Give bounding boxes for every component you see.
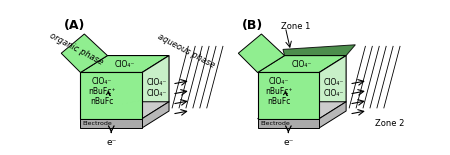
Polygon shape	[81, 55, 169, 73]
Text: nBuFc: nBuFc	[267, 97, 291, 106]
Text: ClO₄⁻: ClO₄⁻	[147, 89, 167, 98]
Polygon shape	[257, 119, 319, 128]
Text: aqueous phase: aqueous phase	[156, 32, 216, 70]
Polygon shape	[81, 102, 169, 119]
Polygon shape	[142, 55, 169, 119]
Text: ClO₄⁻: ClO₄⁻	[269, 77, 289, 86]
FancyArrowPatch shape	[284, 92, 288, 96]
Text: Electrode: Electrode	[260, 121, 290, 126]
Polygon shape	[81, 119, 142, 128]
Text: ClO₄⁻: ClO₄⁻	[147, 78, 167, 87]
Text: nBuFc: nBuFc	[90, 97, 114, 106]
Text: (B): (B)	[241, 19, 263, 32]
Text: ClO₄⁻: ClO₄⁻	[92, 77, 112, 86]
Polygon shape	[257, 55, 346, 73]
Polygon shape	[257, 102, 346, 119]
Text: Electrode: Electrode	[83, 121, 112, 126]
FancyArrowPatch shape	[106, 92, 111, 96]
Text: nBuFc⁺: nBuFc⁺	[88, 87, 116, 96]
Text: Zone 1: Zone 1	[281, 22, 310, 31]
Text: ClO₄⁻: ClO₄⁻	[115, 60, 135, 69]
Polygon shape	[238, 34, 284, 73]
Polygon shape	[61, 34, 108, 73]
Text: Zone 2: Zone 2	[375, 119, 405, 128]
Text: ClO₄⁻: ClO₄⁻	[292, 60, 312, 69]
Polygon shape	[257, 73, 319, 119]
Text: e⁻: e⁻	[283, 138, 293, 147]
Text: (A): (A)	[64, 19, 86, 32]
Polygon shape	[142, 102, 169, 128]
Polygon shape	[319, 55, 346, 119]
Text: organic phase: organic phase	[48, 31, 105, 67]
Polygon shape	[283, 45, 356, 55]
Polygon shape	[319, 102, 346, 128]
Text: e⁻: e⁻	[106, 138, 117, 147]
Text: ClO₄⁻: ClO₄⁻	[324, 78, 344, 87]
Polygon shape	[81, 73, 142, 119]
Text: ClO₄⁻: ClO₄⁻	[324, 89, 344, 98]
Text: nBuFc⁺: nBuFc⁺	[266, 87, 293, 96]
